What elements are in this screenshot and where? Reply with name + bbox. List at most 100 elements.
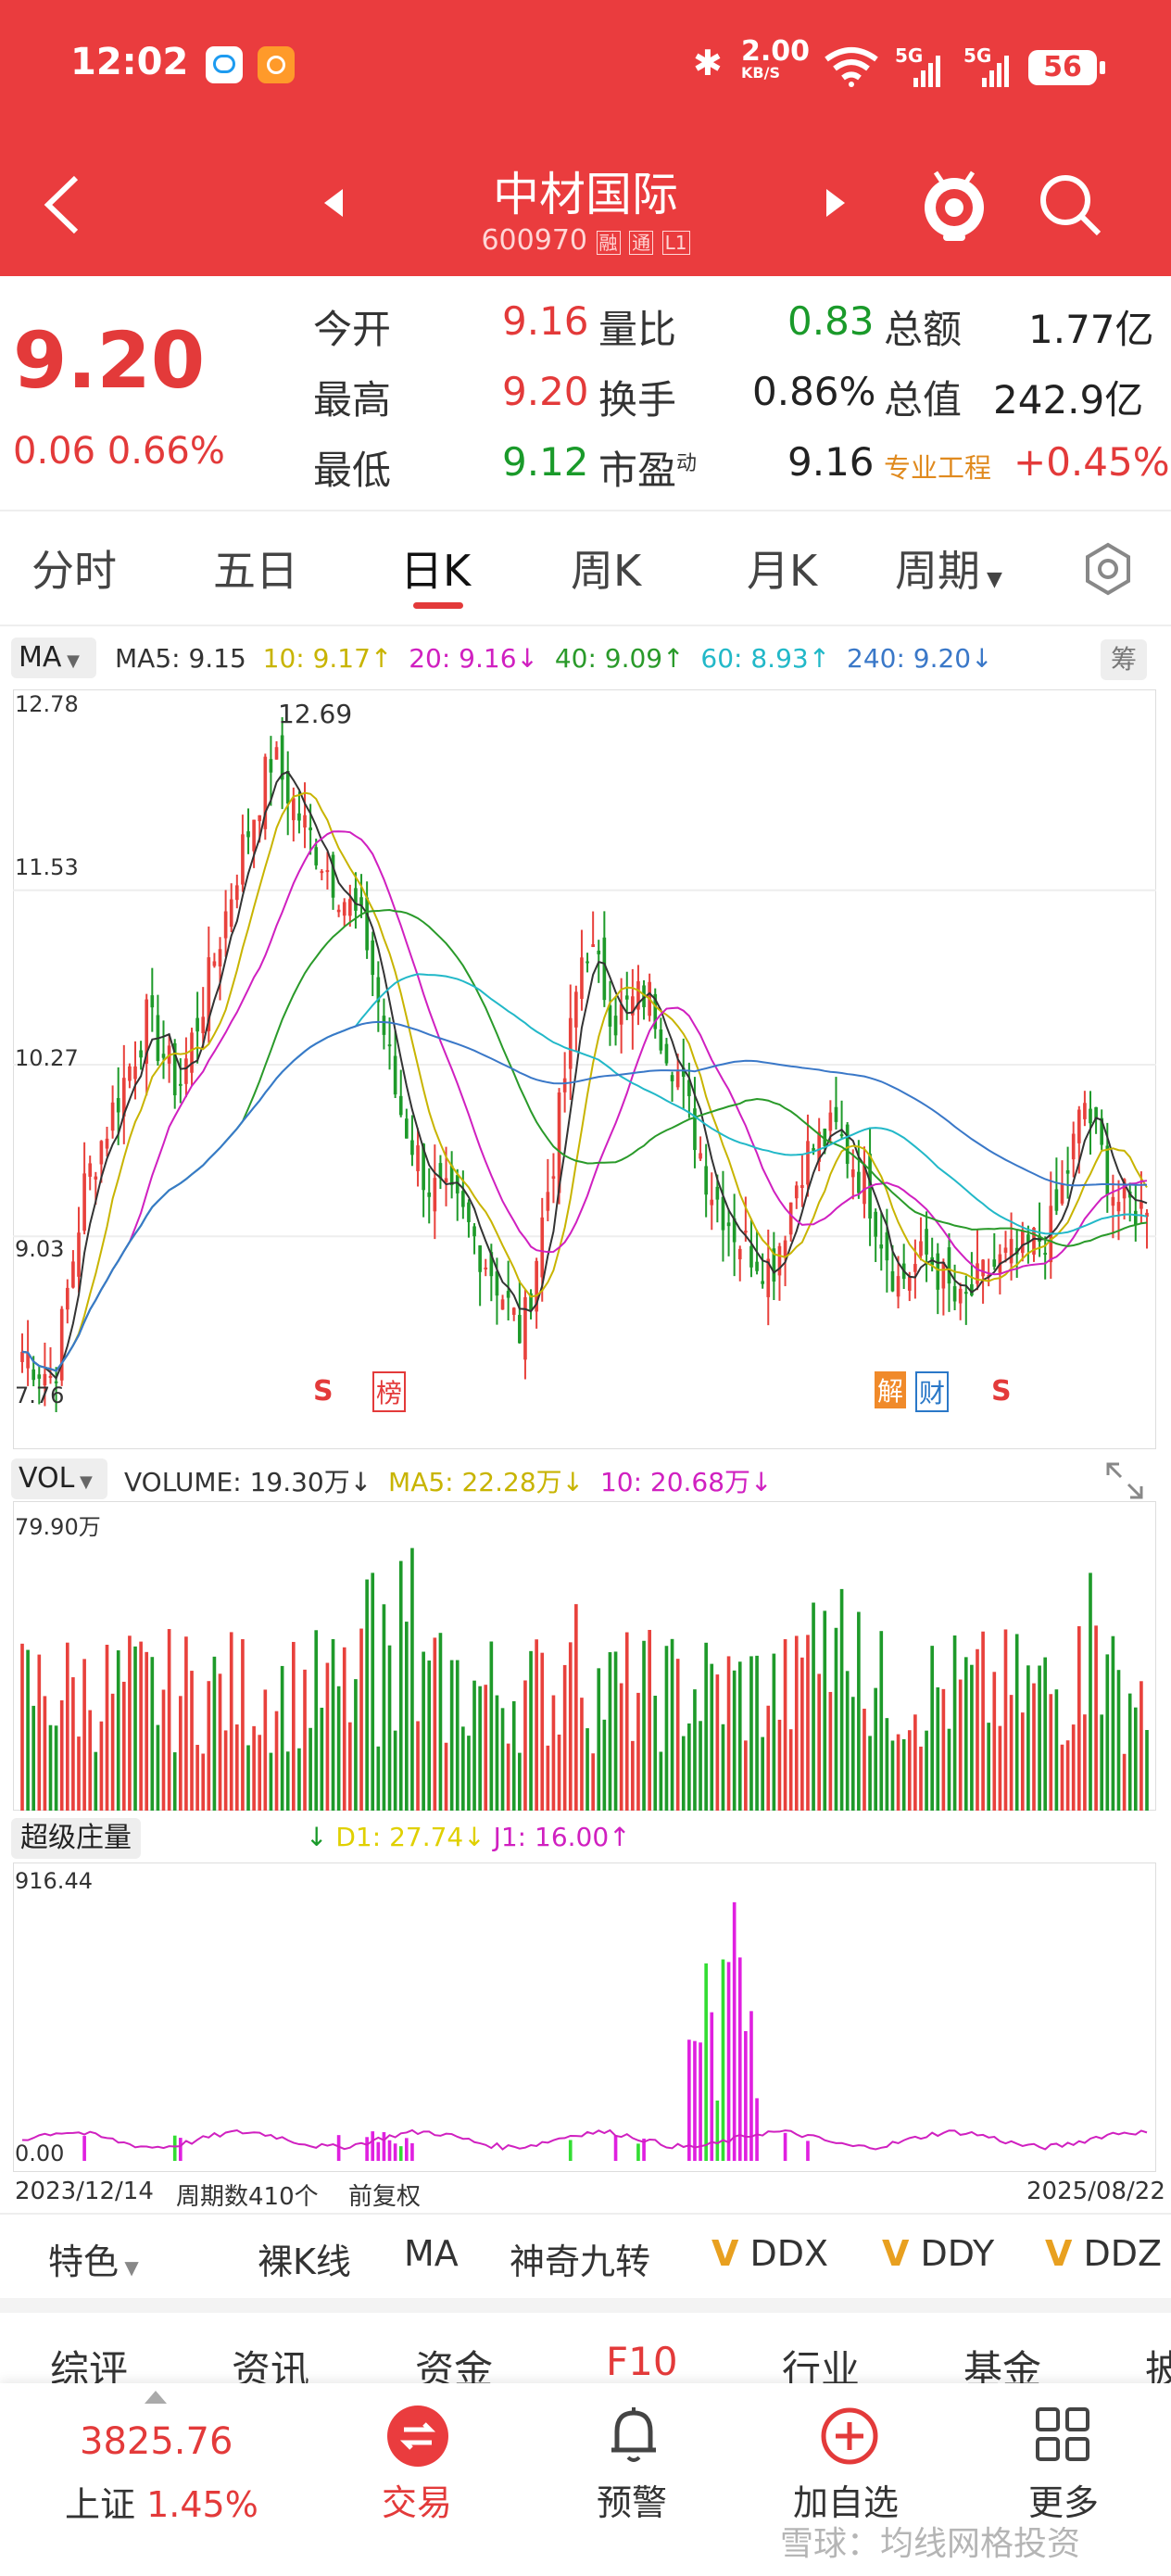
- candle-body: [952, 1286, 957, 1302]
- indicator-magic-nine[interactable]: 神奇九转: [510, 2241, 651, 2282]
- tab-intraday[interactable]: 分时: [31, 546, 117, 596]
- header-bar: 12:02 ✱ 2.00 KB/S 5G 5G 56 中材国际 600970 融…: [0, 0, 1171, 276]
- subtab-f10[interactable]: F10: [606, 2339, 678, 2384]
- adjust-mode[interactable]: 前复权: [348, 2183, 422, 2211]
- prev-stock-icon[interactable]: [324, 189, 345, 217]
- volume-bar: [190, 1671, 194, 1811]
- volume-bar: [992, 1672, 997, 1811]
- index-value[interactable]: 3825.76: [80, 2420, 233, 2463]
- zl-axis-min: 0.00: [15, 2140, 65, 2166]
- candle-body: [546, 1192, 550, 1211]
- expand-up-icon[interactable]: [145, 2391, 167, 2406]
- candle-body: [874, 1211, 877, 1237]
- zl-chart-frame: [13, 1863, 1156, 2172]
- feature-dropdown[interactable]: 特色 ▼: [48, 2241, 139, 2282]
- zl-bar: [636, 2143, 640, 2161]
- price-axis-l2: 11.53: [15, 854, 79, 880]
- volume-chart[interactable]: [13, 1501, 1156, 1811]
- nav-more[interactable]: 更多: [1028, 2482, 1100, 2523]
- volume-bar: [94, 1751, 98, 1811]
- tab-five-day[interactable]: 五日: [213, 546, 298, 596]
- candle-body: [535, 1260, 538, 1312]
- chip-distribution-button[interactable]: 筹: [1101, 639, 1147, 680]
- candle-body: [540, 1217, 545, 1278]
- amount-label: 总额: [884, 307, 963, 352]
- alert-bell-icon[interactable]: [606, 2406, 661, 2467]
- candle-body: [354, 888, 358, 911]
- volume-bar: [59, 1699, 64, 1811]
- sell-marker-2[interactable]: S: [991, 1375, 1012, 1408]
- more-grid-icon[interactable]: [1034, 2406, 1091, 2463]
- search-icon[interactable]: [1038, 172, 1102, 237]
- volume-bar: [704, 1642, 708, 1811]
- candle-body: [128, 1066, 132, 1081]
- candle-body: [1116, 1202, 1121, 1212]
- volume-bar: [845, 1671, 850, 1811]
- candle-body: [172, 1042, 177, 1096]
- sell-marker[interactable]: S: [313, 1375, 334, 1408]
- candle-body: [201, 1017, 206, 1034]
- candle-body: [963, 1292, 968, 1294]
- candle-body: [1089, 1108, 1092, 1124]
- trade-icon[interactable]: [387, 2406, 448, 2467]
- candle-body: [693, 1108, 697, 1151]
- candle-body: [258, 814, 262, 822]
- back-icon[interactable]: [41, 172, 83, 237]
- kline-chart[interactable]: [13, 689, 1156, 1449]
- candle-body: [110, 1102, 115, 1131]
- index-row[interactable]: 上证 1.45%: [65, 2484, 258, 2525]
- candle-body: [850, 1169, 855, 1178]
- candle-body: [574, 991, 578, 1028]
- indicator-naked-k[interactable]: 裸K线: [258, 2241, 351, 2282]
- zl-selector[interactable]: 超级庄量: [11, 1818, 141, 1859]
- indicator-ddx[interactable]: V DDX: [711, 2233, 829, 2274]
- candle-body: [184, 1058, 188, 1084]
- candle-body: [879, 1244, 884, 1249]
- unlock-marker[interactable]: 解: [875, 1371, 907, 1408]
- tab-daily-k[interactable]: 日K: [400, 546, 472, 596]
- ranking-marker[interactable]: 榜: [372, 1371, 407, 1412]
- sector-change: +0.45%: [1014, 439, 1170, 485]
- tab-period[interactable]: 周期 ▼: [895, 546, 1002, 596]
- zl-chart[interactable]: [13, 1863, 1156, 2172]
- nav-trade[interactable]: 交易: [382, 2482, 453, 2523]
- candle-body: [246, 831, 250, 838]
- volume-bar: [223, 1730, 228, 1811]
- zl-bar: [613, 2135, 618, 2161]
- candle-body: [981, 1259, 985, 1277]
- volume-bar: [172, 1752, 177, 1811]
- candle-body: [297, 813, 301, 821]
- mascot-icon[interactable]: [917, 163, 991, 243]
- tab-monthly-k[interactable]: 月K: [747, 546, 818, 596]
- vol-selector[interactable]: VOL ▼: [11, 1458, 107, 1499]
- nav-alert[interactable]: 预警: [597, 2482, 668, 2523]
- candle-body: [449, 1165, 454, 1186]
- price-axis-l3: 10.27: [15, 1045, 79, 1071]
- candle-body: [806, 1141, 810, 1185]
- candle-body: [675, 1071, 680, 1088]
- zl-bar: [744, 2030, 748, 2161]
- volume-bar: [37, 1654, 42, 1811]
- indicator-ma[interactable]: MA: [404, 2233, 459, 2274]
- nav-add-watchlist[interactable]: 加自选: [793, 2482, 900, 2523]
- ma-selector[interactable]: MA ▼: [11, 638, 96, 678]
- add-watchlist-icon[interactable]: [819, 2406, 880, 2467]
- next-stock-icon[interactable]: [825, 189, 845, 217]
- indicator-ddz[interactable]: V DDZ: [1045, 2233, 1163, 2274]
- sector-label[interactable]: 专业工程: [884, 452, 992, 484]
- candle-body: [839, 1134, 844, 1137]
- volume-bar: [970, 1664, 974, 1811]
- candle-body: [150, 995, 155, 1008]
- tab-weekly-k[interactable]: 周K: [571, 546, 642, 596]
- expand-icon[interactable]: [1104, 1460, 1145, 1501]
- candle-body: [907, 1276, 912, 1291]
- kline-chart-frame[interactable]: [13, 689, 1156, 1449]
- high-value: 9.20: [502, 369, 589, 414]
- volume-bar: [636, 1692, 640, 1811]
- indicator-ddy[interactable]: V DDY: [882, 2233, 995, 2274]
- earnings-marker[interactable]: 财: [915, 1371, 950, 1412]
- candle-body: [398, 1095, 403, 1116]
- volume-bar: [755, 1655, 759, 1811]
- volume-bar: [1105, 1654, 1110, 1811]
- settings-icon[interactable]: [1080, 541, 1136, 597]
